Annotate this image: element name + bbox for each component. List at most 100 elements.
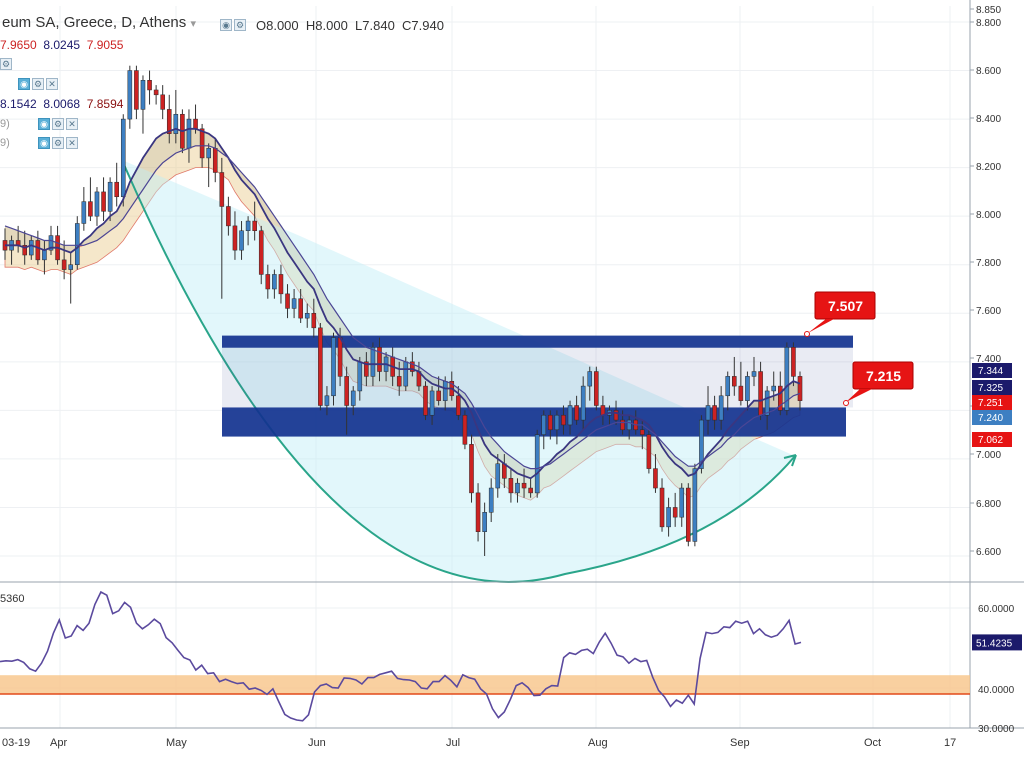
indicator-2-value-b: 8.0068: [43, 97, 81, 111]
candle-body: [127, 70, 133, 120]
candle-body: [718, 395, 724, 421]
ohlc-high: H8.000: [305, 18, 348, 33]
candle-body: [140, 80, 146, 110]
candle-body: [265, 274, 271, 290]
y-tick-label: 7.600: [976, 306, 1001, 317]
candle-body: [640, 429, 645, 435]
candle-body: [442, 380, 448, 401]
indicator-toolbar-1[interactable]: ⚙: [0, 58, 12, 70]
candle-body: [423, 385, 428, 416]
eye-icon[interactable]: ◉: [38, 137, 50, 149]
candle-body: [160, 94, 165, 110]
candle-body: [778, 385, 783, 411]
settings-icon[interactable]: ⚙: [0, 58, 12, 70]
settings-icon[interactable]: ⚙: [52, 137, 64, 149]
candle-body: [370, 347, 376, 377]
candle-body: [561, 414, 566, 426]
candle-body: [377, 347, 382, 372]
candle-body: [672, 507, 678, 518]
candle-body: [193, 118, 198, 130]
eye-icon[interactable]: ◉: [38, 118, 50, 130]
ma-fast-line: [5, 127, 801, 480]
candle-body: [666, 507, 671, 528]
candle-body: [173, 113, 179, 134]
y-tick-label: 7.800: [976, 258, 1001, 269]
oscillator-label: 5360: [0, 593, 25, 605]
price-tag-bg: [972, 380, 1012, 395]
y-tick-label: 8.800: [976, 18, 1001, 29]
candle-body: [206, 147, 211, 159]
candle-body: [508, 478, 514, 494]
candle-body: [344, 376, 349, 406]
price-tag: 7.240: [978, 413, 1003, 424]
price-tag-bg: [972, 363, 1012, 378]
oscillator-y-tick: 40.0000: [978, 685, 1015, 696]
callout-box: [852, 361, 914, 390]
indicator-2-value-a: 8.1542: [0, 97, 37, 111]
settings-icon[interactable]: ⚙: [52, 118, 64, 130]
candle-body: [456, 395, 461, 416]
candle-body: [534, 434, 540, 494]
oscillator-band: [0, 675, 970, 694]
oscillator-y-tick: 30.0000: [978, 724, 1015, 735]
candle-body: [252, 220, 257, 231]
candle-body: [226, 206, 231, 227]
close-icon[interactable]: ✕: [66, 118, 78, 130]
candle-body: [410, 361, 415, 372]
x-tick-label: May: [166, 737, 187, 749]
candle-body: [186, 118, 192, 149]
candle-body: [350, 390, 356, 406]
x-tick-label: Jun: [308, 737, 326, 749]
candle-body: [482, 512, 487, 532]
candle-body: [692, 468, 698, 542]
candle-body: [94, 191, 100, 217]
indicator-toolbar-3[interactable]: ◉ ⚙ ✕: [38, 118, 78, 130]
candle-body: [291, 298, 297, 309]
candle-body: [403, 361, 409, 387]
indicator-toolbar-4[interactable]: ◉ ⚙ ✕: [38, 137, 78, 149]
candle-body: [738, 385, 744, 401]
indicator-toolbar-2[interactable]: ◉ ⚙ ✕: [18, 78, 58, 90]
candle-body: [784, 347, 790, 411]
resistance-zone: [222, 407, 846, 437]
x-tick-label: Apr: [50, 737, 67, 749]
x-tick-label: Oct: [864, 737, 881, 749]
price-tag-bg: [972, 395, 1012, 410]
candle-body: [199, 128, 205, 159]
candle-body: [337, 337, 343, 377]
candle-body: [574, 405, 579, 421]
cup-fill: [122, 160, 795, 582]
chevron-down-icon[interactable]: ▾: [190, 18, 196, 30]
candle-body: [620, 419, 625, 431]
eye-icon[interactable]: ◉: [18, 78, 30, 90]
y-tick-label: 8.600: [976, 66, 1001, 77]
indicator-4-legend: 9): [0, 137, 10, 149]
y-tick-label: 6.800: [976, 499, 1001, 510]
candle-body: [699, 419, 704, 469]
candle-body: [475, 492, 481, 532]
candle-body: [528, 487, 533, 494]
eye-icon[interactable]: ◉: [220, 19, 232, 31]
x-tick-label: 03-19: [2, 737, 30, 749]
candle-body: [81, 201, 87, 224]
candle-body: [580, 385, 586, 421]
candle-body: [764, 390, 770, 416]
candle-body: [239, 230, 244, 251]
candle-body: [68, 264, 73, 270]
price-tag: 7.344: [978, 366, 1003, 377]
candle-body: [28, 240, 34, 256]
candle-body: [285, 293, 290, 309]
close-icon[interactable]: ✕: [46, 78, 58, 90]
title-tools[interactable]: ◉ ⚙: [220, 19, 246, 31]
price-tag: 7.062: [978, 435, 1003, 446]
close-icon[interactable]: ✕: [66, 137, 78, 149]
chart-title-legend: eum SA, Greece, D, Athens ▾: [2, 14, 196, 31]
settings-icon[interactable]: ⚙: [234, 19, 246, 31]
ma-slow-line: [4, 145, 801, 470]
candle-body: [22, 245, 27, 256]
settings-icon[interactable]: ⚙: [32, 78, 44, 90]
candle-body: [686, 487, 691, 542]
callout-anchor: [843, 400, 849, 406]
